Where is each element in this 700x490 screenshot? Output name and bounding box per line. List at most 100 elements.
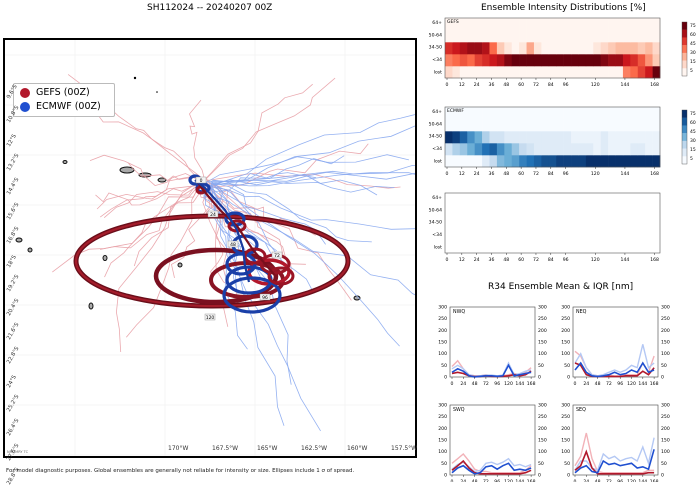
gefs-member-track (100, 180, 207, 250)
ecmwf-member-track (205, 154, 409, 184)
heatmap-cell (585, 143, 594, 156)
heatmap-cell (615, 119, 624, 132)
heatmap-cell (452, 42, 461, 55)
r34-y-tick-label: 0 (661, 473, 664, 479)
heatmap-cell (637, 143, 646, 156)
island-icon (62, 160, 68, 164)
heatmap-cell (571, 42, 579, 55)
longitude-label: 162.5°W (301, 445, 328, 452)
heatmap-cell (452, 18, 461, 31)
heatmap-cell (571, 155, 579, 168)
heatmap-cell (556, 42, 564, 55)
intensity-y-label: 50-64 (429, 121, 442, 127)
heatmap-cell (459, 119, 468, 132)
heatmap-cell (556, 107, 564, 120)
r34-x-tick-label: 120 (627, 479, 636, 482)
r34-x-tick-label: 0 (574, 479, 577, 482)
heatmap-cell (474, 42, 483, 55)
colorbar-swatch (682, 45, 687, 54)
heatmap-cell (482, 155, 490, 168)
heatmap-cell (608, 66, 616, 79)
heatmap-cell (585, 155, 594, 168)
heatmap-cell (645, 42, 653, 55)
intensity-y-label: <34 (432, 232, 442, 238)
gefs-member-track (189, 99, 206, 184)
gefs-spread-ellipse (74, 214, 350, 308)
heatmap-cell (645, 155, 653, 168)
intensity-y-label: 64+ (432, 20, 442, 26)
legend-label-ecmwf: ECMWF (00Z) (36, 101, 101, 112)
heatmap-cell (489, 131, 498, 144)
colorbar-tick-label: 45 (690, 129, 696, 135)
ecmwf-spread-ellipse (222, 276, 282, 314)
heatmap-cell (652, 131, 661, 144)
heatmap-cell (593, 143, 601, 156)
gefs-member-track (205, 143, 369, 187)
ecmwf-member-track (207, 185, 415, 230)
heatmap-cell (571, 54, 579, 67)
r34-series-line (574, 344, 655, 377)
heatmap-cell (511, 119, 520, 132)
intensity-colorbar: 75 60 45 30 15 5 (681, 21, 696, 77)
panel-frame (444, 106, 661, 168)
heatmap-cell (452, 143, 461, 156)
island-icon (27, 247, 33, 253)
heatmap-cell (622, 18, 631, 31)
island-icon (177, 262, 183, 268)
ecmwf-member-track (211, 173, 378, 196)
heatmap-cell (585, 30, 594, 43)
heatmap-cell (482, 66, 490, 79)
r34-x-tick-label: 144 (638, 381, 647, 387)
heatmap-cell (526, 30, 535, 43)
intensity-x-tick-label: 0 (446, 82, 449, 88)
heatmap-cell (630, 143, 639, 156)
r34-series-line (574, 361, 655, 378)
heatmap-cell (563, 143, 572, 156)
heatmap-cell (563, 18, 572, 31)
heatmap-cell (652, 66, 661, 79)
longitude-label: 160°W (347, 445, 368, 452)
heatmap-cell (585, 42, 594, 55)
r34-x-tick-label: 48 (595, 479, 601, 482)
heatmap-cell (578, 54, 587, 67)
colorbar-frame (681, 21, 688, 77)
heatmap-cell (519, 119, 527, 132)
r34-y-tick-label: 50 (661, 363, 667, 369)
intensity-x-tick-label: 144 (621, 82, 630, 88)
r34-y-tick-label: 50 (564, 363, 570, 369)
heatmap-cell (489, 107, 498, 120)
heatmap-cell (615, 54, 624, 67)
heatmap-cell (467, 42, 475, 55)
intensity-panels: GEFS 64+ 50-64 34-50 <34 lost 0 12 24 36 48 60 72 84 9… (429, 17, 696, 263)
heatmap-cell (467, 30, 475, 43)
heatmap-cell (467, 143, 475, 156)
heatmap-cell (541, 42, 550, 55)
heatmap-cell (608, 42, 616, 55)
r34-y-tick-label: 100 (661, 449, 670, 455)
heatmap-cell (519, 18, 527, 31)
r34-x-tick-label: 72 (483, 381, 489, 387)
r34-y-tick-label: 0 (661, 375, 664, 381)
heatmap-cell (548, 131, 557, 144)
colorbar-tick-label: 75 (690, 23, 696, 29)
heatmap-cell (496, 54, 505, 67)
ecmwf-member-track (211, 181, 269, 286)
heatmap-cell (585, 54, 594, 67)
r34-y-tick-label: 200 (561, 426, 570, 432)
longitude-label: 170°W (168, 445, 189, 452)
gefs-member-track (104, 183, 201, 278)
quadrant-label: NEQ (576, 309, 587, 315)
heatmap-cell (459, 18, 468, 31)
heatmap-cell (452, 107, 461, 120)
gefs-member-track (91, 106, 206, 187)
intensity-x-tick-label: 84 (548, 171, 554, 177)
heatmap-cell (467, 54, 475, 67)
ecmwf-member-track (204, 181, 237, 289)
r34-x-tick-label: 168 (527, 479, 536, 482)
intensity-x-tick-label: 12 (459, 257, 465, 263)
heatmap-cell (482, 119, 490, 132)
intensity-x-tick-label: 36 (489, 257, 495, 263)
r34-series-line (574, 449, 655, 475)
heatmap-cell (504, 42, 513, 55)
